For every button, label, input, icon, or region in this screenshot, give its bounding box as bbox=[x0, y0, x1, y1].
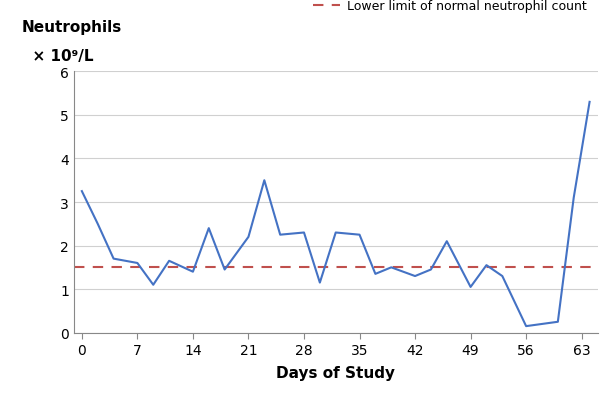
Text: Neutrophils: Neutrophils bbox=[22, 20, 122, 35]
Legend: Lower limit of normal neutrophil count: Lower limit of normal neutrophil count bbox=[308, 0, 591, 18]
X-axis label: Days of Study: Days of Study bbox=[276, 365, 395, 381]
Text: × 10⁹/L: × 10⁹/L bbox=[22, 49, 93, 64]
